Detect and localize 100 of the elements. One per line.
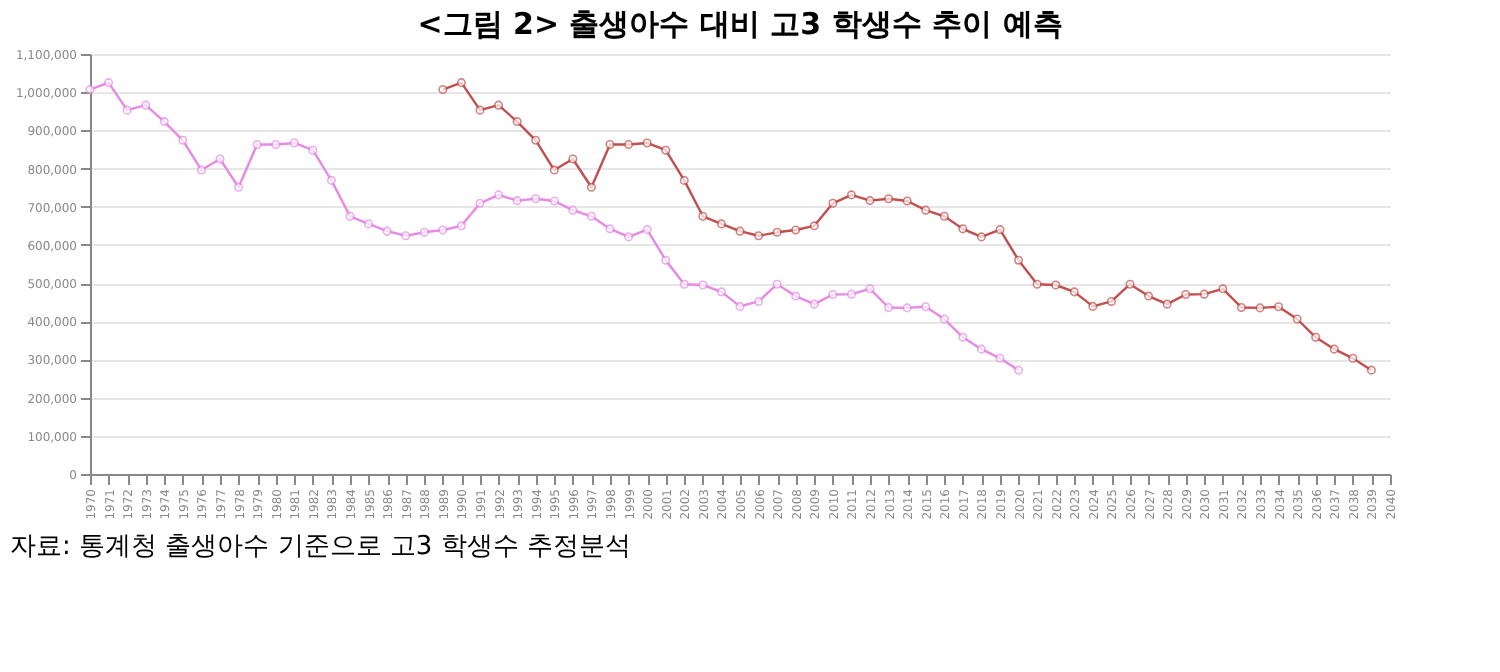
point <box>791 225 801 235</box>
point <box>1069 287 1079 297</box>
point <box>846 289 856 299</box>
point <box>326 175 336 185</box>
point <box>1032 279 1042 289</box>
point <box>1236 302 1246 313</box>
point <box>958 224 968 234</box>
point <box>401 231 411 241</box>
point <box>605 224 615 234</box>
point <box>271 139 281 150</box>
point <box>1329 344 1339 354</box>
point <box>494 100 504 110</box>
point <box>772 279 782 289</box>
point <box>345 211 355 221</box>
point <box>865 284 875 294</box>
point <box>995 353 1005 363</box>
point <box>884 194 894 204</box>
point <box>438 84 448 95</box>
chart-title: <그림 2> 출생아수 대비 고3 학생수 추이 예측 <box>417 6 1063 42</box>
point <box>364 219 374 229</box>
point <box>754 231 764 241</box>
point <box>976 344 986 354</box>
point <box>1088 301 1098 311</box>
point <box>642 138 652 148</box>
point <box>549 165 559 175</box>
point <box>624 232 634 242</box>
point <box>122 105 132 115</box>
point <box>1292 314 1302 324</box>
point <box>642 225 652 235</box>
point <box>215 154 225 164</box>
point <box>1366 365 1376 375</box>
point <box>791 291 801 301</box>
point <box>605 139 615 150</box>
point <box>196 165 206 175</box>
point <box>902 303 912 313</box>
point <box>884 302 894 313</box>
point <box>438 225 448 235</box>
point <box>494 190 504 200</box>
point <box>382 226 392 236</box>
point <box>586 211 596 221</box>
point <box>456 221 466 231</box>
point <box>1218 284 1228 294</box>
point <box>178 135 188 145</box>
point <box>1255 303 1265 313</box>
point <box>902 196 912 206</box>
point <box>1199 289 1209 299</box>
point <box>809 299 819 309</box>
point <box>679 279 689 289</box>
point <box>958 332 968 342</box>
point <box>531 135 541 145</box>
point <box>512 117 522 127</box>
point <box>85 84 95 95</box>
point <box>549 196 559 206</box>
point <box>1348 353 1358 363</box>
point <box>679 175 689 185</box>
point <box>809 221 819 231</box>
point <box>289 138 299 148</box>
point <box>531 194 541 204</box>
point <box>234 182 244 192</box>
point <box>976 232 986 242</box>
point <box>1125 279 1135 289</box>
point <box>624 139 634 150</box>
point <box>1162 299 1172 309</box>
point <box>308 145 318 155</box>
point <box>939 314 949 324</box>
point <box>1051 280 1061 290</box>
point <box>104 78 114 88</box>
point <box>698 211 708 221</box>
point <box>698 280 708 290</box>
point <box>141 100 151 110</box>
point <box>661 255 671 265</box>
point <box>828 290 838 300</box>
point <box>475 105 485 115</box>
point <box>159 117 169 127</box>
point <box>846 190 856 200</box>
point <box>568 205 578 215</box>
point <box>865 196 875 206</box>
point <box>419 227 429 237</box>
point <box>456 78 466 88</box>
point <box>1274 302 1284 312</box>
point <box>661 145 671 155</box>
point <box>586 182 596 192</box>
point <box>1144 291 1154 301</box>
point <box>735 226 745 236</box>
text: 자료: 통계청 출생아수 기준으로 고3 학생수 추정분석 <box>10 532 631 562</box>
point <box>252 139 262 150</box>
point <box>735 301 745 311</box>
point <box>475 198 485 208</box>
point <box>1014 365 1024 375</box>
point <box>716 219 726 229</box>
point <box>921 302 931 312</box>
point <box>939 211 949 221</box>
point <box>921 205 931 215</box>
point <box>1014 255 1024 265</box>
point <box>716 287 726 297</box>
point <box>754 296 764 306</box>
point <box>828 198 838 208</box>
point <box>1106 296 1116 306</box>
point <box>772 227 782 237</box>
point <box>995 225 1005 235</box>
